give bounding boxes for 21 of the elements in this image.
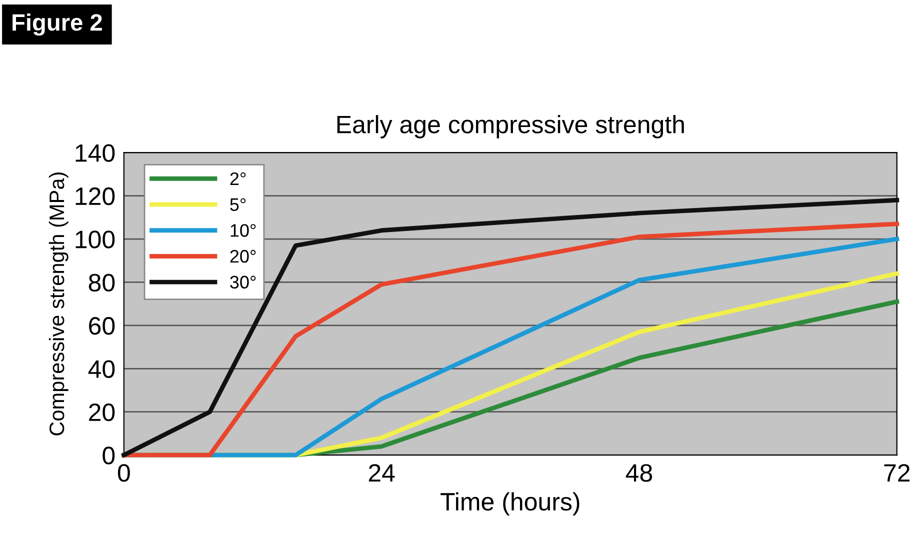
y-tick-label: 100: [76, 230, 115, 248]
legend-label: 20°: [230, 250, 256, 263]
y-tick-label: 40: [88, 360, 115, 378]
legend-label: 10°: [230, 224, 256, 237]
y-tick-label: 80: [88, 274, 115, 292]
y-tick-label: 60: [89, 317, 115, 335]
chart-title: Early age compressive strength: [337, 115, 684, 138]
x-tick-label: 24: [368, 464, 395, 482]
y-axis-title: Compressive strength (MPa): [48, 172, 68, 436]
caption: Figure 2: [12, 13, 102, 36]
y-tick-label: 20: [89, 403, 115, 422]
legend-label: 30°: [230, 276, 256, 289]
legend-label: 2°: [230, 172, 246, 185]
x-tick-label: 48: [626, 464, 652, 482]
x-axis-title: Time (hours): [440, 492, 580, 516]
x-tick-label: 72: [884, 464, 910, 482]
legend-label: 5°: [230, 198, 246, 211]
y-tick-label: 120: [76, 187, 115, 206]
y-tick-label: 140: [76, 144, 115, 162]
x-tick-label: 0: [118, 464, 130, 482]
y-tick-label: 0: [102, 446, 115, 464]
